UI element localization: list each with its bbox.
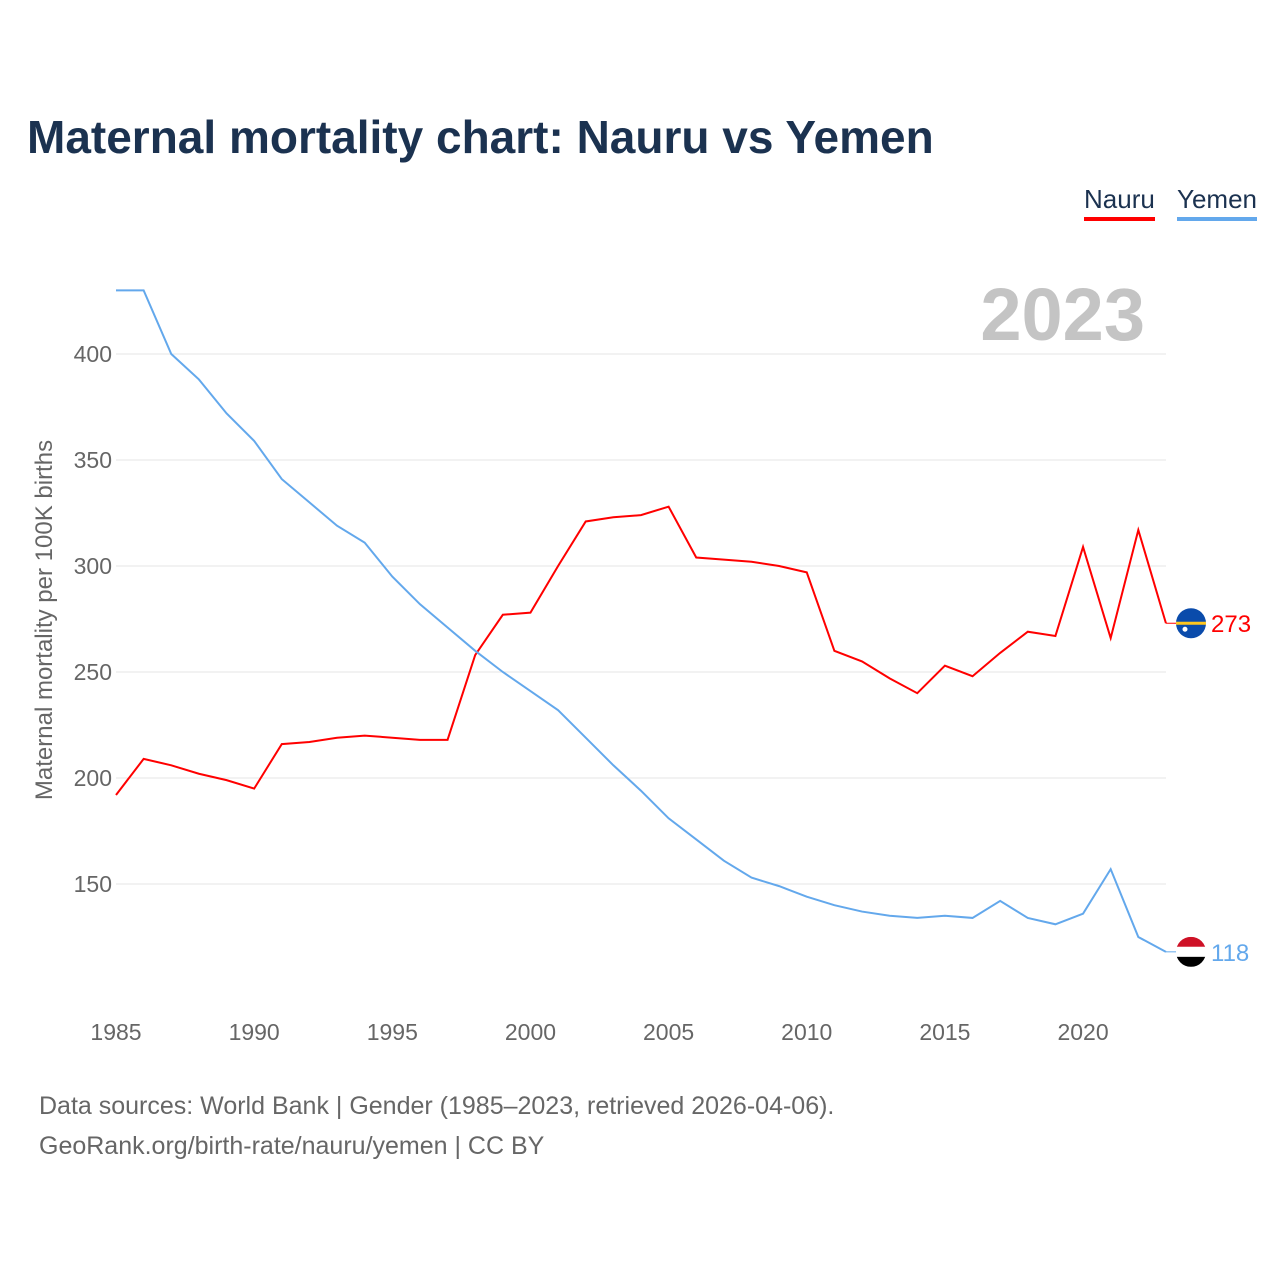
x-tick-label: 2015 — [919, 1019, 970, 1045]
y-tick-label: 250 — [74, 659, 112, 685]
flag-nauru-icon — [1176, 608, 1206, 639]
end-value-label: 273 — [1211, 611, 1251, 638]
series-line-nauru — [115, 505, 1167, 796]
x-tick-label: 1990 — [229, 1019, 280, 1045]
source-note: Data sources: World Bank | Gender (1985–… — [39, 1086, 834, 1166]
legend-yemen[interactable]: Yemen — [1177, 184, 1257, 221]
end-value-label: 118 — [1211, 940, 1249, 967]
x-tick-label: 2020 — [1057, 1019, 1108, 1045]
legend-nauru[interactable]: Nauru — [1084, 184, 1155, 221]
x-tick-label: 1995 — [367, 1019, 418, 1045]
y-tick-label: 400 — [74, 341, 112, 367]
y-axis-label: Maternal mortality per 100K births — [31, 440, 58, 800]
y-tick-label: 300 — [74, 553, 112, 579]
x-tick-label: 2005 — [643, 1019, 694, 1045]
year-watermark: 2023 — [980, 273, 1145, 356]
x-tick-label: 2000 — [505, 1019, 556, 1045]
y-tick-label: 150 — [74, 871, 112, 897]
source-line: Data sources: World Bank | Gender (1985–… — [39, 1092, 835, 1120]
series-line-yemen — [116, 289, 1167, 953]
x-tick-label: 1985 — [90, 1019, 141, 1045]
chart-title: Maternal mortality chart: Nauru vs Yemen — [27, 111, 934, 163]
y-tick-label: 350 — [74, 447, 112, 473]
flag-yemen-icon — [1176, 936, 1206, 967]
source-link[interactable]: GeoRank.org/birth-rate/nauru/yemen | CC … — [39, 1132, 545, 1160]
y-tick-label: 200 — [74, 765, 112, 791]
x-tick-label: 2010 — [781, 1019, 832, 1045]
